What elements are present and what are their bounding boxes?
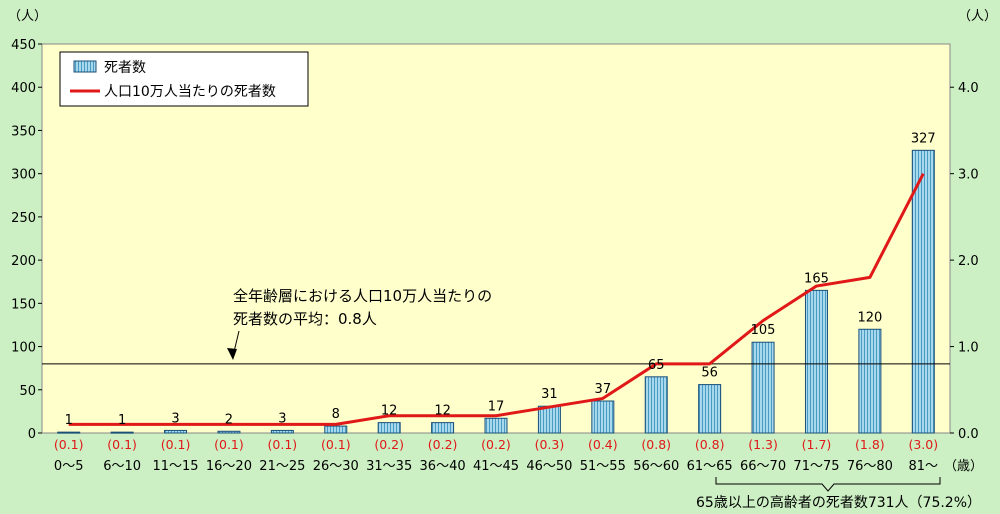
ratio-label: (0.1) xyxy=(214,437,244,452)
y-left-unit: （人） xyxy=(8,9,47,24)
x-tick-label: 16〜20 xyxy=(206,459,252,474)
legend-line-label: 人口10万人当たりの死者数 xyxy=(104,84,276,100)
y-left-tick-label: 150 xyxy=(11,297,36,312)
ratio-label: (1.3) xyxy=(748,437,778,452)
bar xyxy=(217,430,241,434)
y-right-tick-label: 2.0 xyxy=(958,254,979,269)
y-left-tick-label: 200 xyxy=(11,254,36,269)
x-tick-label: 0〜5 xyxy=(54,459,84,474)
bar xyxy=(57,431,81,434)
x-tick-label: 56〜60 xyxy=(633,459,679,474)
bar-value-label: 65 xyxy=(648,358,665,373)
bar-value-label: 17 xyxy=(488,399,505,414)
y-left-tick-label: 50 xyxy=(19,384,36,399)
x-tick-label: 26〜30 xyxy=(313,459,359,474)
bar-value-label: 3 xyxy=(278,411,286,426)
bar-value-label: 1 xyxy=(118,413,126,428)
bar-value-label: 31 xyxy=(541,387,558,402)
bar xyxy=(270,429,294,434)
bar xyxy=(644,376,668,434)
reference-annotation-arrowhead xyxy=(227,348,237,360)
x-tick-label: 71〜75 xyxy=(793,459,839,474)
x-tick-label: 41〜45 xyxy=(473,459,519,474)
plot-area xyxy=(41,43,951,434)
ratio-label: (0.1) xyxy=(321,437,351,452)
ratio-label: (0.8) xyxy=(641,437,671,452)
rate-line xyxy=(68,172,925,426)
ratio-label: (0.2) xyxy=(374,437,404,452)
bar xyxy=(591,400,615,434)
bar-value-label: 56 xyxy=(701,366,718,381)
y-left-tick-label: 400 xyxy=(11,81,36,96)
y-left-tick-label: 100 xyxy=(11,341,36,356)
bar-value-label: 8 xyxy=(332,407,340,422)
ratio-label: (0.2) xyxy=(428,437,458,452)
x-tick-label: 46〜50 xyxy=(526,459,572,474)
y-left-tick-label: 250 xyxy=(11,211,36,226)
x-tick-label: 36〜40 xyxy=(420,459,466,474)
x-tick-label: 6〜10 xyxy=(103,459,141,474)
bar-value-label: 12 xyxy=(381,404,398,419)
x-tick-label: 31〜35 xyxy=(366,459,412,474)
ratio-label: (0.1) xyxy=(268,437,298,452)
senior-note: 65歳以上の高齢者の死者数731人（75.2%） xyxy=(696,494,981,511)
bar-value-label: 105 xyxy=(751,323,776,338)
bar-value-label: 1 xyxy=(65,413,73,428)
y-left-tick-label: 450 xyxy=(11,38,36,53)
x-unit: （歳） xyxy=(944,459,983,474)
ratio-label: (1.8) xyxy=(855,437,885,452)
y-right-tick-label: 3.0 xyxy=(958,168,979,183)
bar xyxy=(858,328,882,434)
y-left-tick-label: 300 xyxy=(11,168,36,183)
x-tick-label: 51〜55 xyxy=(580,459,626,474)
bar-value-label: 37 xyxy=(595,382,612,397)
y-left-tick-label: 350 xyxy=(11,124,36,139)
bar xyxy=(431,422,455,434)
legend-bar-label: 死者数 xyxy=(104,60,146,76)
bar-value-label: 120 xyxy=(857,310,882,325)
x-tick-label: 66〜70 xyxy=(740,459,786,474)
bar-value-label: 2 xyxy=(225,412,233,427)
reference-annotation-line-1: 全年齢層における人口10万人当たりの xyxy=(233,287,492,305)
bar-value-label: 327 xyxy=(911,131,936,146)
bar-value-label: 12 xyxy=(434,404,451,419)
ratio-label: (3.0) xyxy=(908,437,938,452)
y-right-unit: （人） xyxy=(958,9,997,24)
bar xyxy=(751,341,775,434)
reference-annotation-line-2: 死者数の平均：0.8人 xyxy=(233,310,377,328)
bar xyxy=(537,405,561,434)
ratio-label: (0.2) xyxy=(481,437,511,452)
ratio-label: (0.1) xyxy=(161,437,191,452)
y-right-tick-label: 4.0 xyxy=(958,81,979,96)
bar-value-label: 165 xyxy=(804,271,829,286)
bar xyxy=(484,417,508,434)
bar xyxy=(698,384,722,434)
ratio-label: (0.1) xyxy=(54,437,84,452)
y-left-tick-label: 0 xyxy=(28,427,36,442)
x-tick-label: 11〜15 xyxy=(152,459,198,474)
x-tick-label: 76〜80 xyxy=(847,459,893,474)
y-right-tick-label: 1.0 xyxy=(958,341,979,356)
bar xyxy=(164,429,188,434)
x-tick-label: 21〜25 xyxy=(259,459,305,474)
ratio-label: (0.3) xyxy=(535,437,565,452)
bar-value-label: 3 xyxy=(171,411,179,426)
ratio-label: (0.8) xyxy=(695,437,725,452)
legend: 死者数 人口10万人当たりの死者数 xyxy=(59,51,309,107)
ratio-label: (1.7) xyxy=(802,437,832,452)
bar xyxy=(911,149,935,434)
bar xyxy=(324,425,348,434)
senior-bracket xyxy=(715,477,941,492)
bar xyxy=(110,431,134,434)
legend-bar-swatch xyxy=(73,60,97,73)
bar xyxy=(377,422,401,434)
ratio-label: (0.1) xyxy=(107,437,137,452)
x-tick-label: 81〜 xyxy=(909,459,939,474)
x-tick-label: 61〜65 xyxy=(687,459,733,474)
y-right-tick-label: 0.0 xyxy=(958,427,979,442)
ratio-label: (0.4) xyxy=(588,437,618,452)
bar xyxy=(804,289,828,434)
